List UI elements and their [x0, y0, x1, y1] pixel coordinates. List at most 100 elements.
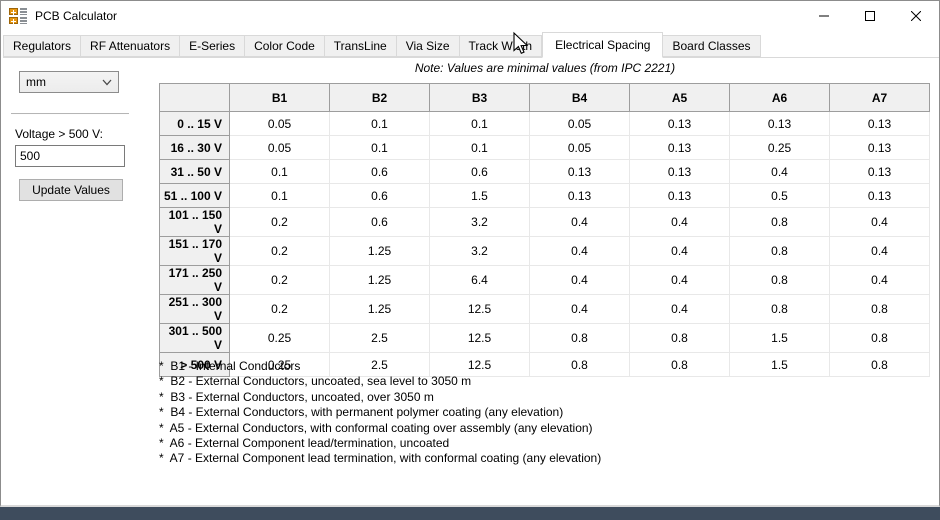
tab-e-series[interactable]: E-Series	[180, 35, 246, 57]
table-row: 0 .. 15 V 0.05 0.1 0.1 0.05 0.13 0.13 0.13	[159, 111, 930, 136]
value-cell: 0.4	[629, 294, 730, 324]
value-cell: 0.6	[429, 159, 530, 184]
col-header-a6: A6	[729, 83, 830, 112]
value-cell: 0.8	[729, 265, 830, 295]
value-cell: 1.5	[729, 323, 830, 353]
value-cell: 0.13	[829, 183, 930, 208]
col-header-b4: B4	[529, 83, 630, 112]
value-cell: 0.05	[529, 135, 630, 160]
pcb-calculator-window: PCB Calculator Regulators RF Attenuators E…	[0, 0, 940, 507]
tab-regulators[interactable]: Regulators	[3, 35, 82, 57]
value-cell: 0.4	[529, 207, 630, 237]
bottom-strip	[0, 507, 940, 520]
tab-rf-attenuators[interactable]: RF Attenuators	[81, 35, 181, 57]
value-cell: 2.5	[329, 323, 430, 353]
value-cell: 0.8	[629, 323, 730, 353]
value-cell: 0.13	[829, 111, 930, 136]
footnote-line: * A6 - External Component lead/terminati…	[159, 436, 450, 451]
value-cell: 6.4	[429, 265, 530, 295]
tab-board-classes[interactable]: Board Classes	[663, 35, 761, 57]
value-cell: 0.13	[729, 111, 830, 136]
chevron-down-icon	[102, 79, 112, 86]
value-cell: 0.5	[729, 183, 830, 208]
value-cell: 0.4	[529, 265, 630, 295]
value-cell: 0.2	[229, 236, 330, 266]
window-controls	[801, 1, 939, 31]
value-cell: 0.4	[629, 265, 730, 295]
col-header-b3: B3	[429, 83, 530, 112]
table-row: 171 .. 250 V 0.2 1.25 6.4 0.4 0.4 0.8 0.4	[159, 265, 930, 295]
row-header-16-30-v: 16 .. 30 V	[159, 135, 230, 160]
table-row: 31 .. 50 V 0.1 0.6 0.6 0.13 0.13 0.4 0.13	[159, 159, 930, 184]
tab-via-size[interactable]: Via Size	[396, 35, 460, 57]
maximize-button[interactable]	[847, 1, 893, 31]
value-cell: 0.1	[329, 111, 430, 136]
value-cell: 0.05	[529, 111, 630, 136]
value-cell: 0.4	[529, 236, 630, 266]
row-header-31-50-v: 31 .. 50 V	[159, 159, 230, 184]
value-cell: 0.8	[829, 323, 930, 353]
tab-strip: Regulators RF Attenuators E-Series Color Co…	[3, 32, 939, 58]
minimize-icon	[819, 15, 829, 17]
value-cell: 3.2	[429, 207, 530, 237]
tab-color-code[interactable]: Color Code	[245, 35, 325, 57]
value-cell: 0.8	[729, 294, 830, 324]
value-cell: 0.8	[829, 294, 930, 324]
value-cell: 12.5	[429, 323, 530, 353]
row-header-251-300-v: 251 .. 300 V	[159, 294, 230, 324]
units-select[interactable]: mm	[19, 71, 119, 93]
footnote-line: * A5 - External Conductors, with conform…	[159, 420, 593, 435]
note-text: Note: Values are minimal values (from IP…	[414, 61, 676, 75]
icon-star-block	[9, 17, 18, 24]
calculator-app-icon	[9, 8, 27, 24]
value-cell: 0.13	[529, 183, 630, 208]
close-button[interactable]	[893, 1, 939, 31]
value-cell: 0.8	[629, 352, 730, 377]
value-cell: 0.25	[729, 135, 830, 160]
value-cell: 3.2	[429, 236, 530, 266]
table-row: 301 .. 500 V 0.25 2.5 12.5 0.8 0.8 1.5 0.8	[159, 323, 930, 353]
tab-track-width[interactable]: Track Width	[459, 35, 543, 57]
row-header-500-v: > 500 V	[159, 352, 230, 377]
update-values-button[interactable]: Update Values	[19, 179, 123, 201]
value-cell: 1.25	[329, 294, 430, 324]
icon-bars-block	[20, 8, 27, 15]
value-cell: 0.05	[229, 111, 330, 136]
row-header-171-250-v: 171 .. 250 V	[159, 265, 230, 295]
value-cell: 0.13	[529, 159, 630, 184]
table-row: > 500 V 0.25 2.5 12.5 0.8 0.8 1.5 0.8	[159, 352, 930, 377]
value-cell: 0.4	[529, 294, 630, 324]
value-cell: 0.13	[829, 159, 930, 184]
footnotes: * B1 - Internal Conductors * B2 - Externa…	[159, 359, 601, 467]
value-cell: 0.13	[829, 135, 930, 160]
value-cell: 1.25	[329, 236, 430, 266]
value-cell: 0.1	[229, 159, 330, 184]
value-cell: 0.6	[329, 207, 430, 237]
col-header-a7: A7	[829, 83, 930, 112]
value-cell: 1.5	[429, 183, 530, 208]
footnote-line: * A7 - External Component lead terminati…	[159, 451, 602, 466]
window-title: PCB Calculator	[35, 9, 118, 23]
value-cell: 0.1	[429, 135, 530, 160]
minimize-button[interactable]	[801, 1, 847, 31]
value-cell: 0.4	[829, 265, 930, 295]
tab-transline[interactable]: TransLine	[324, 35, 397, 57]
value-cell: 0.1	[229, 183, 330, 208]
voltage-input[interactable]	[15, 145, 125, 167]
value-cell: 0.6	[329, 183, 430, 208]
value-cell: 0.25	[229, 352, 330, 377]
value-cell: 0.13	[629, 135, 730, 160]
electrical-spacing-table: B1 B2 B3 B4 A5 A6 A7 0 .. 15 V 0.05 0.1 0.1 0.05 0.…	[159, 83, 930, 377]
icon-plus-block	[9, 8, 18, 15]
value-cell: 0.8	[529, 352, 630, 377]
value-cell: 1.5	[729, 352, 830, 377]
value-cell: 0.1	[329, 135, 430, 160]
tab-electrical-spacing[interactable]: Electrical Spacing	[542, 32, 664, 58]
table-row: 151 .. 170 V 0.2 1.25 3.2 0.4 0.4 0.8 0.4	[159, 236, 930, 266]
value-cell: 0.4	[829, 207, 930, 237]
value-cell: 0.8	[529, 323, 630, 353]
table-corner-cell	[159, 83, 230, 112]
value-cell: 0.25	[229, 323, 330, 353]
value-cell: 0.2	[229, 294, 330, 324]
value-cell: 0.4	[829, 236, 930, 266]
